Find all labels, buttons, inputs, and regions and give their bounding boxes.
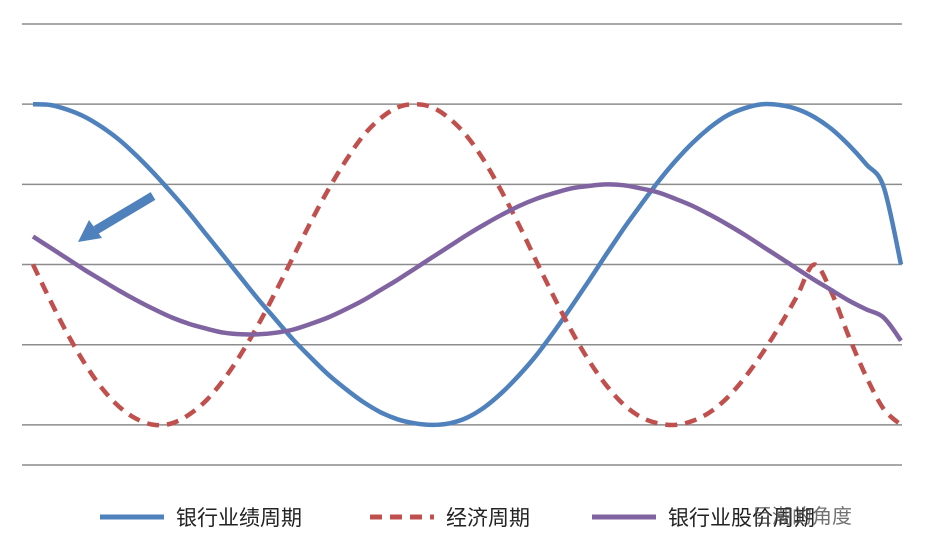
series-line-bank-stock-price [31, 182, 903, 343]
legend: 银行业绩周期 经济周期 银行业股价周期 [0, 495, 928, 539]
annotation-arrow-shaft [93, 192, 156, 234]
legend-item-bank-performance: 银行业绩周期 [100, 495, 302, 539]
legend-label-bank-performance: 银行业绩周期 [176, 506, 302, 530]
legend-item-bank-stock-price: 银行业股价周期 [592, 495, 815, 539]
watermark: 巨潮的角度 [752, 504, 852, 528]
legend-swatch-bank-performance [100, 514, 164, 520]
legend-swatch-bank-stock-price [592, 514, 656, 520]
annotations [78, 192, 156, 242]
series-lines [30, 101, 904, 428]
legend-item-economic-cycle: 经济周期 [370, 495, 530, 539]
legend-label-economic-cycle: 经济周期 [446, 506, 530, 530]
annotation-arrow-head [78, 220, 102, 242]
series-line-bank-performance [32, 101, 904, 428]
line-chart [22, 23, 904, 466]
legend-swatch-economic-cycle [370, 514, 434, 520]
gridlines [22, 23, 902, 466]
legend-label-bank-stock-price: 银行业股价周期 [668, 506, 815, 530]
series-line-economic-cycle [30, 101, 903, 428]
